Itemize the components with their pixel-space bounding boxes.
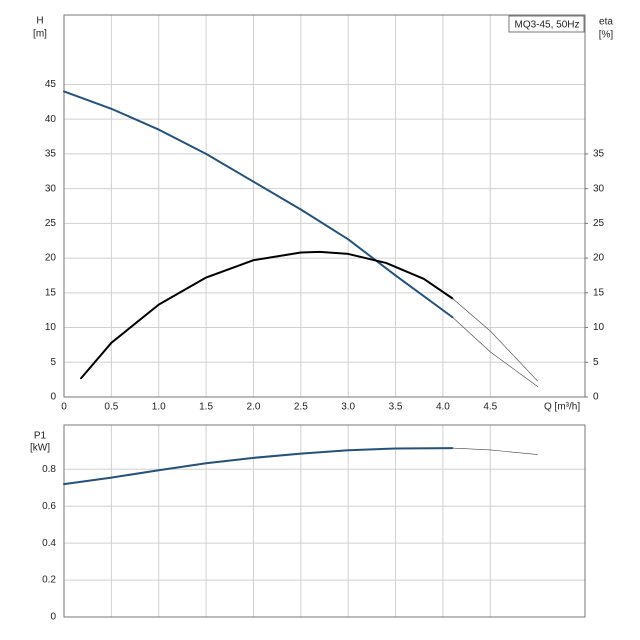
x-tick-label: 1.0 [152,402,166,413]
y-tick-label: 45 [45,79,57,90]
h-axis-label: H [36,16,43,27]
y-tick-label: 30 [45,183,57,194]
curve [452,447,538,455]
y2-tick-label: 20 [593,253,605,264]
title-box [508,15,585,33]
x-axis-label: Q [m³/h] [544,402,580,413]
y2-tick-label: 10 [593,322,605,333]
x-tick-label: 3.0 [341,402,355,413]
x-tick-label: 4.0 [436,402,450,413]
y-tick-label: 5 [50,357,56,368]
y-tick-label: 10 [45,322,57,333]
y-tick-label: 0.8 [42,464,56,475]
y-tick-label: 0.4 [42,538,56,549]
x-tick-label: 0.5 [104,402,118,413]
y2-tick-label: 15 [593,287,605,298]
y2-tick-label: 5 [593,357,599,368]
x-tick-label: 1.5 [199,402,213,413]
x-tick-label: 3.5 [389,402,403,413]
y-tick-label: 20 [45,253,57,264]
y-tick-label: 0.2 [42,575,56,586]
h-axis-unit: [m] [33,29,47,40]
x-tick-label: 2.0 [247,402,261,413]
y-tick-label: 0 [50,612,56,623]
p1-axis-label: P1 [34,431,47,442]
y-tick-label: 0 [50,392,56,403]
curve [63,90,454,319]
y-tick-label: 25 [45,218,57,229]
y-tick-label: 40 [45,114,57,125]
x-tick-label: 0 [61,402,67,413]
y2-tick-label: 0 [593,392,599,403]
y2-tick-label: 30 [593,183,605,194]
y2-tick-label: 25 [593,218,605,229]
plot-frame [63,424,586,618]
curve [63,447,454,486]
y-tick-label: 0.6 [42,501,56,512]
y-tick-label: 35 [45,149,57,160]
x-tick-label: 4.5 [483,402,497,413]
curve [452,316,538,387]
curve [80,250,454,380]
plot-frame [63,14,586,398]
p1-axis-unit: [kW] [30,443,50,454]
eta-axis-unit: [%] [599,30,614,41]
curve [452,298,538,382]
eta-axis-label: eta [599,17,613,28]
y2-tick-label: 35 [593,149,605,160]
y-tick-label: 15 [45,287,57,298]
chart-title: MQ3-45, 50Hz [514,20,579,31]
x-tick-label: 2.5 [294,402,308,413]
